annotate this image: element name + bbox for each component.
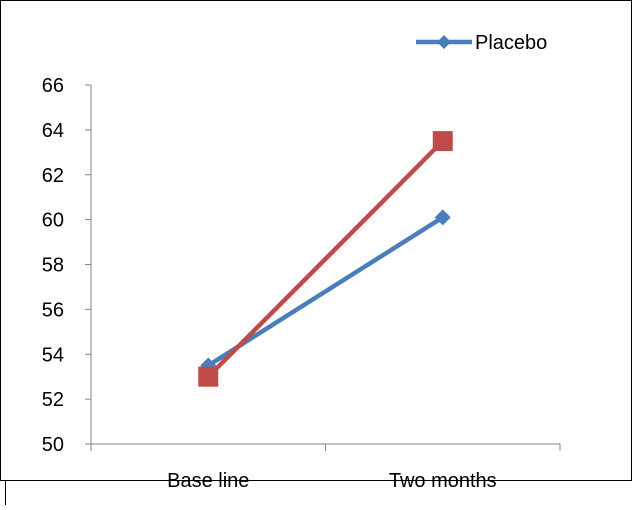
y-tick-label: 50	[42, 434, 64, 456]
y-tick-label: 56	[42, 299, 64, 321]
series-line	[206, 139, 445, 379]
data-point-diamond	[434, 209, 451, 226]
page-strip	[0, 481, 5, 505]
data-point-square	[432, 131, 453, 152]
data-point-square	[198, 366, 219, 387]
series-2	[198, 131, 453, 387]
y-axis: 50 52 54 56 58 60 62 64 66	[42, 75, 92, 456]
y-tick-label: 64	[42, 120, 64, 142]
chart-border	[0, 0, 632, 481]
y-tick-label: 52	[42, 389, 64, 411]
legend-diamond-marker	[437, 35, 451, 49]
y-tick-label: 54	[42, 344, 64, 366]
series-line	[207, 215, 444, 368]
x-axis: Base line Two months	[90, 443, 561, 492]
y-tick-label: 62	[42, 165, 64, 187]
legend: Placebo	[416, 32, 547, 54]
series-layer	[198, 131, 453, 387]
x-tick-label: Base line	[167, 470, 249, 492]
y-tick-label: 66	[42, 75, 64, 97]
series-1	[200, 209, 451, 374]
legend-label-placebo: Placebo	[475, 32, 547, 54]
y-tick-label: 58	[42, 255, 64, 277]
y-tick-label: 60	[42, 210, 64, 232]
x-tick-label: Two months	[389, 470, 497, 492]
